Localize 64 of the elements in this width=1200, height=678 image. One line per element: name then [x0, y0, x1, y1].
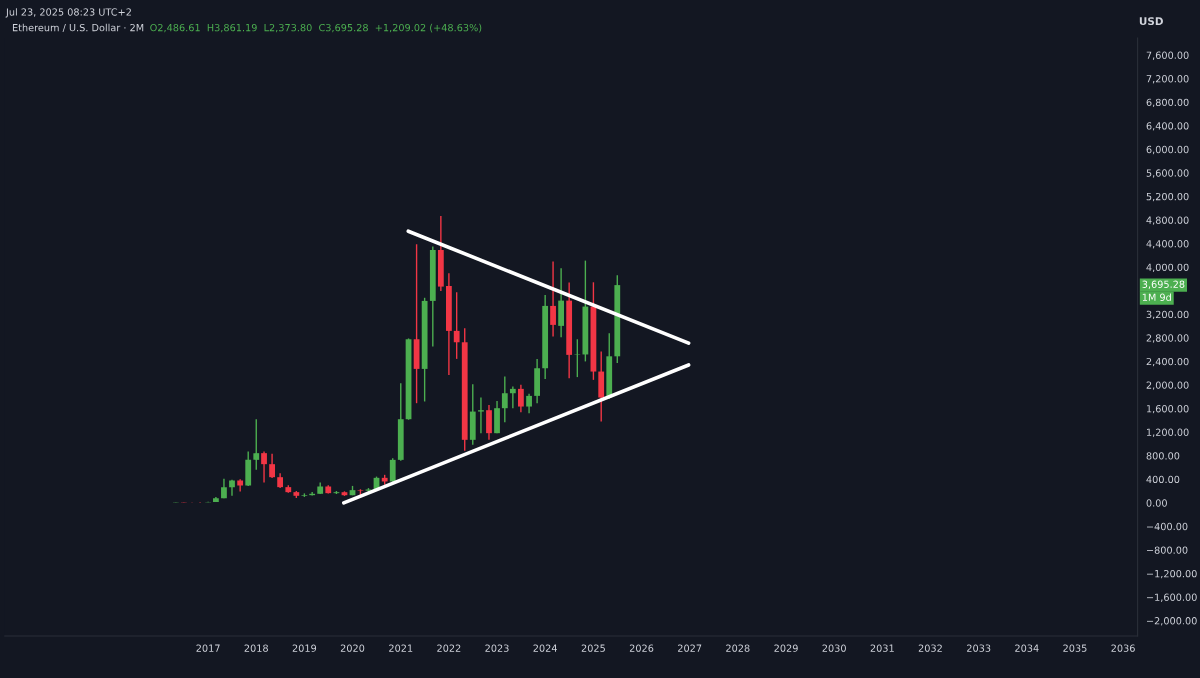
y-tick-label: 7,200.00	[1146, 75, 1189, 84]
y-tick-label: 2,400.00	[1146, 357, 1189, 367]
candlestick	[478, 396, 484, 434]
x-tick-label: 2036	[1111, 644, 1135, 652]
x-tick-label: 2024	[533, 644, 557, 652]
x-tick-label: 2032	[918, 644, 942, 652]
x-tick-label: 2023	[485, 644, 509, 652]
x-tick-label: 2035	[1063, 644, 1087, 652]
y-tick-label: 5,200.00	[1146, 192, 1189, 202]
candlestick	[261, 450, 267, 484]
candlestick	[253, 418, 260, 471]
y-tick-label: 4,800.00	[1146, 216, 1189, 225]
y-tick-label: 6,000.00	[1146, 145, 1189, 155]
x-tick-label: 2027	[678, 644, 702, 652]
y-tick-label: 1,600.00	[1147, 405, 1189, 414]
y-tick-label: −400.00	[1146, 522, 1188, 531]
y-tick-label: 800.00	[1146, 452, 1180, 460]
x-tick-label: 2026	[629, 644, 654, 652]
candlestick	[574, 338, 581, 378]
x-tick-label: 2028	[726, 644, 750, 652]
y-tick-label: 4,000.00	[1146, 263, 1189, 272]
y-tick-label: 6,400.00	[1146, 122, 1189, 131]
candlestick	[501, 375, 508, 423]
y-tick-label: −1,600.00	[1146, 593, 1197, 602]
y-tick-label: 6,800.00	[1146, 98, 1189, 108]
candlestick	[486, 404, 492, 441]
text: 3,695.28	[1142, 280, 1185, 289]
x-tick-label: 2025	[581, 644, 605, 652]
x-tick-label: 2030	[822, 644, 846, 652]
y-tick-label: 3,200.00	[1146, 310, 1189, 320]
x-tick-label: 2020	[340, 644, 365, 652]
x-tick-label: 2018	[244, 644, 268, 652]
x-tick-label: 2034	[1015, 644, 1039, 652]
candlestick	[269, 453, 275, 479]
text: Jul 23, 2025 08:23 UTC+2	[5, 8, 131, 18]
y-tick-label: −1,200.00	[1146, 569, 1197, 579]
y-tick-label: 1,200.00	[1147, 428, 1189, 437]
candlestick	[550, 260, 556, 338]
y-tick-label: 2,800.00	[1146, 334, 1189, 343]
y-tick-label: 7,600.00	[1146, 51, 1189, 60]
candlestick	[389, 457, 396, 483]
y-tick-label: 5,600.00	[1146, 169, 1189, 178]
text: 1M 9d	[1142, 293, 1171, 301]
y-tick-label: 4,400.00	[1146, 240, 1189, 249]
x-tick-label: 2029	[774, 644, 798, 652]
candlestick	[237, 478, 244, 493]
x-tick-label: 2019	[292, 644, 317, 652]
candlestick	[526, 393, 532, 414]
x-tick-label: 2022	[437, 644, 461, 652]
y-tick-label: −800.00	[1146, 546, 1188, 554]
y-tick-label: −2,000.00	[1146, 617, 1197, 626]
x-tick-label: 2021	[389, 644, 413, 652]
chart-title: Ethereum / U.S. Dollar · 2M	[12, 23, 144, 33]
candlestick	[509, 385, 516, 409]
y-tick-label: 2,000.00	[1146, 381, 1189, 390]
text: O2,486.61 H3,861.19 L2,373.80 C3,695.28 +1,209.02 (+48.63%)	[150, 23, 482, 33]
y-tick-label: 400.00	[1146, 475, 1180, 484]
candlestick	[518, 384, 524, 413]
y-axis-title: USD	[1139, 17, 1163, 26]
y-tick-label: 0.00	[1146, 499, 1167, 507]
x-tick-label: 2017	[196, 644, 220, 652]
candlestick	[453, 291, 460, 360]
x-tick-label: 2033	[967, 644, 991, 652]
x-tick-label: 2031	[870, 644, 894, 652]
